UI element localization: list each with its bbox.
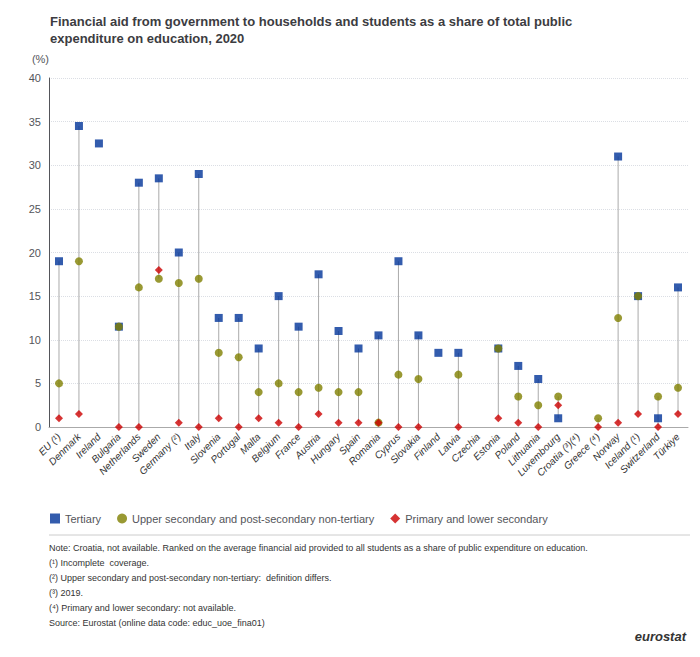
svg-text:Romania: Romania [346, 431, 383, 468]
svg-text:0: 0 [35, 421, 41, 433]
svg-text:20: 20 [29, 247, 41, 259]
svg-text:Upper secondary and post-secon: Upper secondary and post-secondary non-t… [132, 513, 375, 525]
svg-text:Italy: Italy [181, 431, 203, 452]
svg-text:eurostat: eurostat [635, 629, 687, 644]
svg-text:30: 30 [29, 159, 41, 171]
svg-text:Belgium: Belgium [249, 431, 283, 465]
svg-text:France: France [272, 431, 303, 461]
svg-text:Source: Eurostat (online data: Source: Eurostat (online data code: educ… [49, 618, 265, 628]
svg-text:Bulgaria: Bulgaria [89, 431, 123, 465]
svg-text:Finland: Finland [411, 431, 443, 462]
svg-text:40: 40 [29, 72, 41, 84]
svg-text:Switzerland: Switzerland [617, 431, 662, 476]
svg-text:(¹) Incomplete coverage.: (¹) Incomplete coverage. [49, 558, 149, 568]
svg-text:Hungary: Hungary [308, 431, 343, 466]
svg-text:Netherlands: Netherlands [96, 431, 143, 477]
svg-text:15: 15 [29, 290, 41, 302]
svg-text:25: 25 [29, 203, 41, 215]
svg-text:Luxembourg: Luxembourg [515, 431, 563, 479]
svg-text:Türkiye: Türkiye [651, 431, 682, 462]
svg-text:5: 5 [35, 377, 41, 389]
svg-text:Greece (⁴): Greece (⁴) [561, 431, 602, 472]
svg-text:Iceland (¹): Iceland (¹) [602, 431, 642, 471]
svg-text:Norway: Norway [590, 431, 622, 463]
svg-text:Czechia: Czechia [448, 431, 483, 465]
svg-text:(³) 2019.: (³) 2019. [49, 588, 83, 598]
svg-text:Note: Croatia, not available.: Note: Croatia, not available. Ranked on … [49, 543, 588, 553]
svg-text:Denmark: Denmark [46, 431, 83, 468]
svg-text:(%): (%) [32, 53, 49, 65]
svg-text:Sweden: Sweden [129, 431, 163, 465]
svg-text:(²) Upper secondary and post-s: (²) Upper secondary and post-secondary n… [49, 573, 331, 583]
svg-text:Croatia (³)(⁴): Croatia (³)(⁴) [534, 431, 583, 479]
svg-text:Slovenia: Slovenia [187, 431, 223, 466]
svg-text:Germany (²): Germany (²) [137, 431, 183, 477]
svg-text:Estonia: Estonia [470, 431, 503, 463]
svg-text:EU (¹): EU (¹) [36, 431, 63, 458]
svg-text:Malta: Malta [237, 431, 263, 457]
svg-text:Primary and lower secondary: Primary and lower secondary [405, 513, 548, 525]
svg-text:35: 35 [29, 116, 41, 128]
svg-text:Tertiary: Tertiary [65, 513, 102, 525]
svg-text:10: 10 [29, 334, 41, 346]
svg-text:Cyprus: Cyprus [372, 431, 403, 462]
svg-text:(⁴) Primary and lower secondar: (⁴) Primary and lower secondary: not ava… [49, 603, 236, 613]
svg-text:Lithuania: Lithuania [505, 431, 543, 468]
svg-text:Portugal: Portugal [208, 431, 243, 466]
svg-text:Latvia: Latvia [435, 431, 463, 458]
svg-text:Slovakia: Slovakia [387, 431, 423, 466]
svg-text:Austria: Austria [292, 431, 323, 461]
svg-text:Poland: Poland [492, 431, 523, 461]
svg-text:Financial aid from government: Financial aid from government to househo… [50, 14, 572, 29]
svg-text:expenditure on education, 2020: expenditure on education, 2020 [50, 31, 244, 46]
svg-text:Spain: Spain [336, 431, 363, 457]
svg-text:Ireland: Ireland [73, 431, 103, 461]
